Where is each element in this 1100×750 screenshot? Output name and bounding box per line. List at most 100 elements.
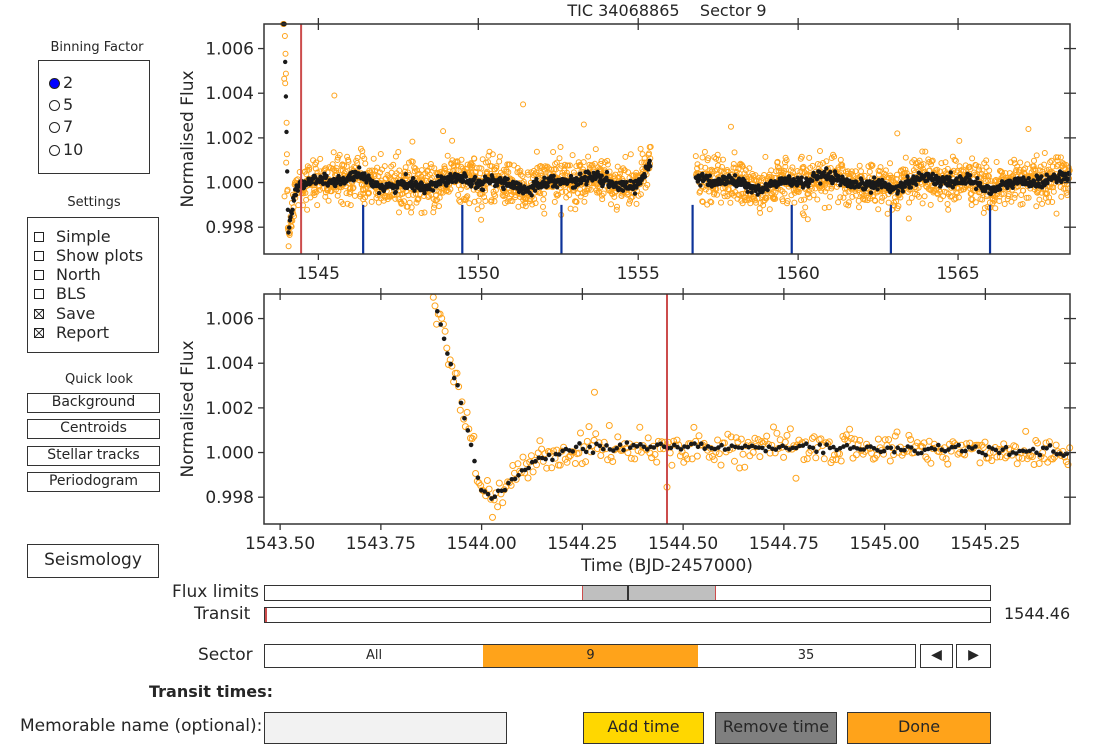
sector-label: Sector (198, 645, 253, 665)
setting-north[interactable]: North (34, 267, 101, 283)
binning-option-2[interactable]: 2 (49, 75, 73, 91)
raw-data-point (683, 455, 691, 463)
y-tick-label: 1.000 (205, 444, 254, 464)
sector-selector[interactable]: All 9 35 (264, 644, 916, 668)
raw-data-point (804, 216, 811, 223)
sector-option-all[interactable]: All (365, 648, 383, 663)
binned-data-point (797, 443, 802, 449)
binned-data-point (582, 174, 588, 180)
raw-data-point (699, 198, 706, 205)
transit-slider[interactable] (264, 607, 991, 623)
raw-data-point (464, 193, 471, 200)
raw-data-point (907, 436, 915, 443)
raw-data-point (503, 190, 509, 197)
raw-data-point (343, 190, 350, 197)
binning-option-5[interactable]: 5 (49, 97, 73, 113)
transit-slider-handle[interactable] (265, 608, 267, 622)
binned-data-point (573, 444, 579, 450)
raw-data-point (395, 149, 402, 155)
setting-show-plots[interactable]: Show plots (34, 248, 143, 264)
full-sector-lightcurve-chart[interactable]: 0.998 1.000 1.002 1.004 1.006 1545 1550 1555 156… (0, 0, 1100, 290)
periodogram-button[interactable]: Periodogram (27, 472, 160, 492)
remove-time-button[interactable]: Remove time (715, 712, 837, 744)
raw-data-point (540, 203, 546, 210)
stellar-tracks-button[interactable]: Stellar tracks (27, 446, 160, 466)
raw-data-point (1059, 160, 1066, 167)
raw-data-point (469, 162, 476, 169)
binned-data-point (568, 173, 574, 179)
flux-limits-slider[interactable] (264, 585, 991, 601)
done-button[interactable]: Done (847, 712, 991, 744)
raw-data-point (587, 186, 594, 193)
raw-data-point (944, 165, 951, 172)
binned-data-point (695, 444, 701, 450)
binning-option-10[interactable]: 10 (49, 142, 83, 158)
binned-data-point (285, 207, 291, 212)
raw-data-point (751, 434, 759, 442)
raw-data-point (636, 423, 644, 431)
raw-data-point (856, 436, 864, 444)
raw-data-point (303, 171, 310, 178)
raw-data-point (1031, 157, 1037, 164)
setting-bls[interactable]: BLS (34, 286, 86, 302)
raw-data-point (617, 170, 623, 177)
raw-data-point (1047, 159, 1054, 166)
raw-data-point (741, 170, 748, 177)
raw-data-point (893, 428, 901, 436)
prev-sector-button[interactable]: ◀ (920, 644, 953, 668)
setting-save[interactable]: Save (34, 306, 95, 322)
background-button[interactable]: Background (27, 393, 160, 413)
checkbox-icon (34, 270, 44, 280)
setting-report[interactable]: Report (34, 325, 109, 341)
binned-data-point (438, 322, 444, 327)
raw-data-point (798, 153, 805, 160)
centroids-button[interactable]: Centroids (27, 419, 160, 439)
next-sector-button[interactable]: ▶ (956, 644, 991, 668)
add-time-button[interactable]: Add time (583, 712, 704, 744)
binning-option-7[interactable]: 7 (49, 119, 73, 135)
raw-data-point (954, 450, 962, 458)
raw-data-point (449, 137, 456, 144)
raw-data-point (972, 171, 979, 178)
binned-data-point (871, 446, 877, 451)
raw-data-point (762, 153, 769, 160)
raw-data-point (644, 434, 652, 442)
raw-data-point (1001, 201, 1008, 207)
binned-data-point (641, 444, 647, 450)
raw-data-point (976, 166, 983, 173)
setting-simple[interactable]: Simple (34, 229, 111, 245)
raw-data-point (966, 163, 973, 170)
binned-data-point (787, 176, 792, 182)
binned-data-point (578, 171, 583, 176)
raw-data-point (604, 161, 611, 168)
raw-data-point (609, 458, 617, 465)
binned-data-point (980, 450, 985, 456)
raw-data-point (482, 198, 489, 204)
binned-data-point (553, 451, 559, 457)
raw-data-point (573, 199, 580, 205)
sector-option-35[interactable]: 35 (797, 648, 815, 663)
setting-label: BLS (56, 284, 87, 303)
sector-option-9[interactable]: 9 (483, 645, 698, 667)
raw-data-point (482, 159, 489, 166)
binned-data-point (834, 447, 839, 453)
raw-data-point (591, 160, 598, 167)
raw-data-point (284, 186, 291, 193)
raw-data-point (418, 167, 425, 174)
x-tick-label: 1560 (777, 264, 820, 284)
zoomed-lightcurve-chart[interactable]: 0.998 1.000 1.002 1.004 1.006 1543.50 1543.75 1… (0, 270, 1100, 580)
binned-data-point (831, 444, 836, 450)
memorable-name-input[interactable] (264, 712, 507, 744)
y-tick-label: 1.000 (205, 174, 254, 194)
binned-data-point (599, 173, 604, 178)
raw-data-point (317, 155, 324, 162)
raw-data-point (631, 455, 639, 463)
binned-data-point (963, 181, 968, 186)
binned-data-point (288, 215, 293, 220)
flux-limits-range[interactable] (582, 586, 716, 600)
raw-data-point (351, 163, 358, 170)
seismology-button[interactable]: Seismology (27, 544, 159, 578)
raw-data-point (377, 151, 384, 157)
raw-data-point (757, 209, 764, 216)
raw-data-point (856, 204, 862, 211)
